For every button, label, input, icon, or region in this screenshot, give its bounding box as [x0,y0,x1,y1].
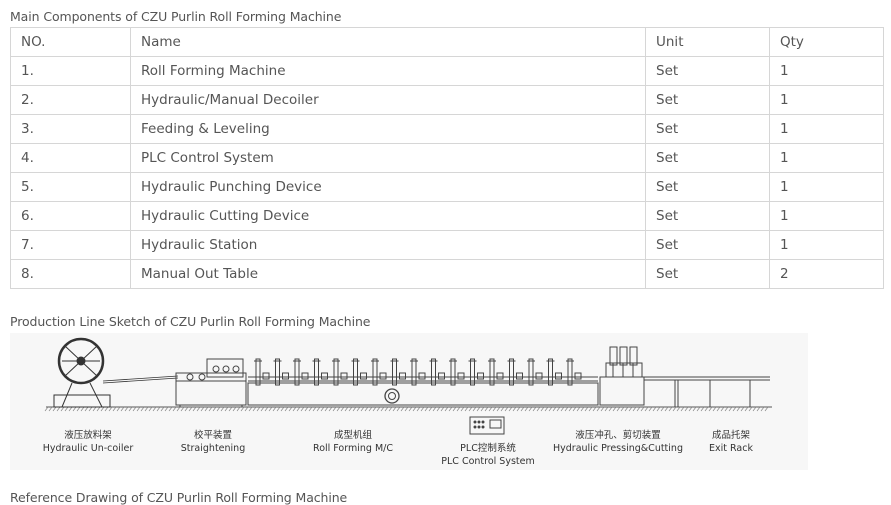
table-row: 3. Feeding & Leveling Set 1 [10,114,884,144]
cell-qty: 1 [769,114,884,144]
uncoiler-drawing [53,337,179,408]
cell-no: 4. [10,143,131,173]
cell-no: 1. [10,56,131,86]
cell-unit: Set [645,85,770,115]
header-name: Name [130,27,646,57]
cell-unit: Set [645,56,770,86]
table-row: 6. Hydraulic Cutting Device Set 1 [10,201,884,231]
header-unit: Unit [645,27,770,57]
header-no: NO. [10,27,131,57]
cell-unit: Set [645,143,770,173]
cell-no: 5. [10,172,131,202]
table-header-row: NO. Name Unit Qty [10,27,884,57]
uncoiler-label-en: Hydraulic Un-coiler [43,443,134,454]
table-row: 1. Roll Forming Machine Set 1 [10,56,884,86]
cell-name: Hydraulic Cutting Device [130,201,646,231]
roll-forming-drawing [247,358,599,406]
table-row: 4. PLC Control System Set 1 [10,143,884,173]
straightening-label-cn: 校平装置 [194,429,232,441]
cell-name: Roll Forming Machine [130,56,646,86]
plc-label-cn: PLC控制系统 [460,442,516,454]
cell-name: Hydraulic/Manual Decoiler [130,85,646,115]
cell-name: PLC Control System [130,143,646,173]
cell-no: 7. [10,230,131,260]
cell-name: Hydraulic Punching Device [130,172,646,202]
cell-qty: 1 [769,201,884,231]
floor-line [44,406,772,412]
cell-unit: Set [645,259,770,289]
cell-unit: Set [645,230,770,260]
pressing-label-cn: 液压冲孔、剪切装置 [575,429,661,441]
cell-no: 8. [10,259,131,289]
forming-label-cn: 成型机组 [334,429,373,441]
pressing-cutting-drawing [599,346,645,406]
cell-qty: 1 [769,85,884,115]
cell-qty: 1 [769,230,884,260]
exit-label-cn: 成品托架 [712,429,751,441]
plc-label-en: PLC Control System [441,456,534,467]
sketch-caption: Production Line Sketch of CZU Purlin Rol… [10,314,371,329]
cell-name: Feeding & Leveling [130,114,646,144]
table-row: 8. Manual Out Table Set 2 [10,259,884,289]
straightening-label-en: Straightening [181,443,245,454]
cell-unit: Set [645,172,770,202]
cell-qty: 2 [769,259,884,289]
uncoiler-label-cn: 液压放料架 [64,429,112,441]
exit-label-en: Exit Rack [709,443,753,454]
table-row: 7. Hydraulic Station Set 1 [10,230,884,260]
header-qty: Qty [769,27,884,57]
production-line-sketch: 液压放料架 Hydraulic Un-coiler 校平装置 Straighte… [10,333,808,470]
straightening-drawing [175,358,247,407]
cell-name: Manual Out Table [130,259,646,289]
cell-qty: 1 [769,172,884,202]
cell-unit: Set [645,114,770,144]
forming-label-en: Roll Forming M/C [313,443,393,454]
table-row: 2. Hydraulic/Manual Decoiler Set 1 [10,85,884,115]
exit-rack-drawing [644,376,770,407]
cell-no: 6. [10,201,131,231]
cell-name: Hydraulic Station [130,230,646,260]
cell-unit: Set [645,201,770,231]
cell-no: 3. [10,114,131,144]
pressing-label-en: Hydraulic Pressing&Cutting [553,443,683,454]
table-row: 5. Hydraulic Punching Device Set 1 [10,172,884,202]
cell-qty: 1 [769,56,884,86]
components-table: NO. Name Unit Qty 1. Roll Forming Machin… [10,27,884,289]
cell-qty: 1 [769,143,884,173]
plc-console-drawing [469,416,505,435]
components-caption: Main Components of CZU Purlin Roll Formi… [10,9,342,24]
cell-no: 2. [10,85,131,115]
